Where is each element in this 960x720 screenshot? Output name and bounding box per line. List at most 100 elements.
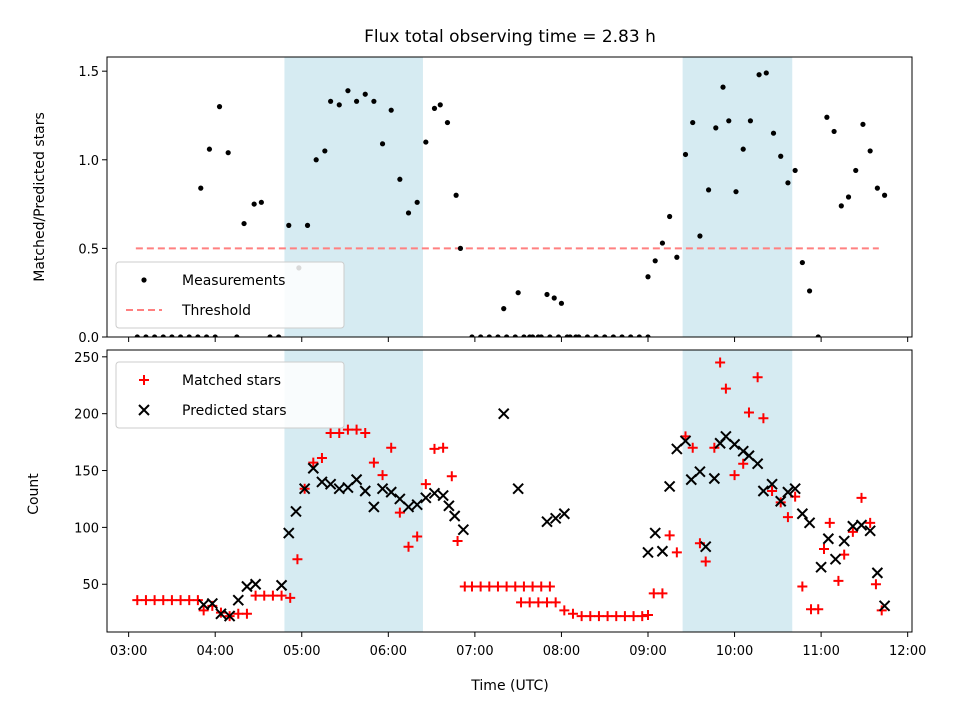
data-point: [371, 98, 377, 104]
chart-title: Flux total observing time = 2.83 h: [364, 27, 656, 47]
data-point: [152, 334, 158, 337]
data-point: [611, 611, 622, 622]
data-point: [495, 334, 501, 337]
x-tick-label: 08:00: [543, 644, 580, 659]
data-point: [871, 567, 884, 579]
data-point: [533, 597, 544, 608]
data-point: [766, 478, 778, 490]
data-point: [376, 483, 389, 495]
data-point: [856, 492, 867, 503]
data-point: [752, 372, 763, 383]
data-point: [403, 541, 414, 552]
data-point: [420, 479, 431, 490]
x-tick-label: 03:00: [110, 644, 147, 659]
y-tick-label: 50: [82, 578, 99, 593]
x-tick-label: 04:00: [196, 644, 233, 659]
count-panel: 03:00 04:00 05:00 06:00 07:00 08:00 09:00 10:00…: [74, 349, 926, 659]
data-point: [628, 611, 639, 622]
data-point: [198, 605, 209, 616]
data-point: [550, 597, 561, 608]
data-point: [438, 442, 449, 453]
data-point: [694, 465, 706, 478]
data-point: [184, 595, 195, 606]
data-point: [782, 486, 794, 498]
data-point: [160, 334, 166, 337]
data-point: [334, 428, 345, 439]
data-point: [549, 512, 562, 524]
data-point: [475, 581, 486, 592]
data-point: [648, 588, 659, 599]
data-point: [876, 605, 887, 616]
data-point: [679, 435, 692, 447]
data-point: [478, 334, 484, 337]
data-point: [860, 121, 866, 127]
data-point: [576, 611, 587, 622]
data-point: [166, 595, 177, 606]
data-point: [813, 604, 824, 615]
data-point: [733, 189, 739, 195]
data-point: [870, 579, 881, 590]
data-point: [285, 592, 296, 603]
data-point: [536, 581, 547, 592]
data-point: [667, 213, 673, 220]
data-point: [250, 590, 261, 601]
data-point: [307, 462, 320, 474]
y-axis-label-ratio: Matched/Predicted stars: [32, 112, 48, 282]
x-tick-label: 07:00: [456, 644, 493, 659]
data-point: [431, 105, 438, 111]
data-point: [551, 295, 557, 301]
data-point: [198, 185, 204, 191]
x-tick-label: 05:00: [283, 644, 320, 659]
data-point: [709, 442, 720, 453]
legend-swatch: [138, 404, 150, 416]
data-point: [510, 581, 521, 592]
data-point: [469, 334, 475, 337]
data-point: [377, 470, 388, 481]
data-point: [342, 424, 353, 435]
data-point: [874, 185, 880, 191]
data-point: [345, 88, 351, 94]
data-point: [602, 334, 608, 337]
data-point: [867, 148, 873, 154]
data-point: [420, 492, 432, 504]
data-point: [215, 608, 227, 620]
data-point: [645, 274, 651, 280]
y-tick-label: 1.0: [78, 154, 99, 169]
data-point: [585, 611, 596, 622]
data-point: [720, 383, 731, 394]
data-point: [775, 495, 787, 507]
data-point: [524, 597, 535, 608]
legend-label: Measurements: [182, 273, 285, 289]
data-point: [515, 290, 521, 296]
data-point: [362, 91, 368, 97]
data-point: [177, 334, 184, 337]
data-point: [652, 258, 658, 264]
data-point: [878, 600, 891, 612]
data-point: [359, 485, 371, 497]
y-tick-label: 1.5: [78, 65, 99, 80]
data-point: [175, 595, 186, 606]
data-point: [308, 457, 319, 468]
data-point: [527, 334, 533, 337]
data-point: [206, 146, 213, 152]
x-tick-label: 12:00: [889, 644, 926, 659]
data-point: [544, 581, 555, 592]
data-point: [729, 470, 740, 481]
data-point: [216, 104, 223, 110]
data-point: [203, 334, 210, 337]
data-point: [567, 608, 578, 619]
series-predicted-stars: [197, 407, 891, 622]
data-point: [140, 595, 151, 606]
data-point: [360, 428, 371, 439]
data-point: [659, 240, 666, 246]
data-point: [833, 575, 844, 586]
plot-area: [134, 57, 888, 337]
data-point: [541, 515, 553, 528]
data-point: [316, 453, 327, 464]
data-point: [443, 500, 455, 512]
data-point: [559, 605, 570, 616]
legend-box: [115, 261, 345, 329]
data-point: [313, 157, 319, 163]
data-point: [225, 150, 231, 156]
